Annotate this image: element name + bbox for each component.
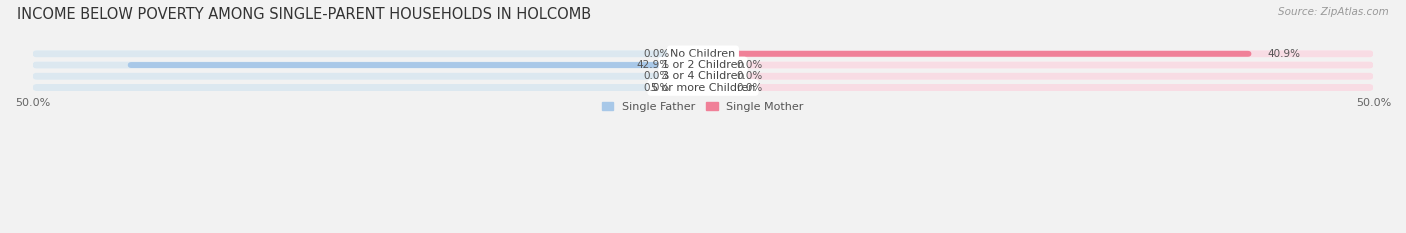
Text: 0.0%: 0.0% — [737, 60, 763, 70]
Text: 0.0%: 0.0% — [737, 71, 763, 81]
FancyBboxPatch shape — [703, 84, 1374, 91]
FancyBboxPatch shape — [703, 62, 1374, 69]
FancyBboxPatch shape — [703, 51, 1251, 57]
FancyBboxPatch shape — [32, 62, 703, 69]
FancyBboxPatch shape — [32, 84, 703, 91]
Text: No Children: No Children — [671, 49, 735, 59]
Text: 0.0%: 0.0% — [643, 71, 669, 81]
Text: 5 or more Children: 5 or more Children — [651, 82, 755, 93]
Text: 0.0%: 0.0% — [643, 49, 669, 59]
Text: INCOME BELOW POVERTY AMONG SINGLE-PARENT HOUSEHOLDS IN HOLCOMB: INCOME BELOW POVERTY AMONG SINGLE-PARENT… — [17, 7, 591, 22]
FancyBboxPatch shape — [703, 50, 1374, 57]
Text: 40.9%: 40.9% — [1267, 49, 1301, 59]
Text: 0.0%: 0.0% — [737, 82, 763, 93]
FancyBboxPatch shape — [32, 73, 703, 80]
FancyBboxPatch shape — [32, 62, 1374, 69]
Text: 3 or 4 Children: 3 or 4 Children — [662, 71, 744, 81]
FancyBboxPatch shape — [703, 73, 1374, 80]
Text: 0.0%: 0.0% — [643, 82, 669, 93]
Text: Source: ZipAtlas.com: Source: ZipAtlas.com — [1278, 7, 1389, 17]
Text: 1 or 2 Children: 1 or 2 Children — [662, 60, 744, 70]
FancyBboxPatch shape — [128, 62, 703, 68]
FancyBboxPatch shape — [32, 73, 1374, 80]
FancyBboxPatch shape — [32, 84, 1374, 91]
FancyBboxPatch shape — [32, 50, 1374, 57]
Legend: Single Father, Single Mother: Single Father, Single Mother — [598, 98, 808, 117]
FancyBboxPatch shape — [32, 50, 703, 57]
Text: 42.9%: 42.9% — [637, 60, 669, 70]
